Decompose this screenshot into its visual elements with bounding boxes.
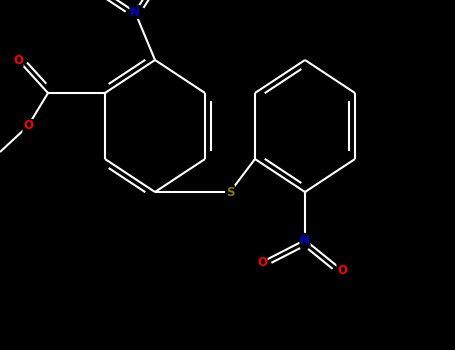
Text: S: S bbox=[226, 186, 234, 198]
Text: O: O bbox=[23, 119, 33, 133]
Text: N: N bbox=[130, 6, 140, 19]
Text: O: O bbox=[257, 256, 267, 268]
Text: N: N bbox=[300, 233, 310, 246]
Text: O: O bbox=[13, 54, 23, 66]
Text: O: O bbox=[337, 264, 347, 276]
